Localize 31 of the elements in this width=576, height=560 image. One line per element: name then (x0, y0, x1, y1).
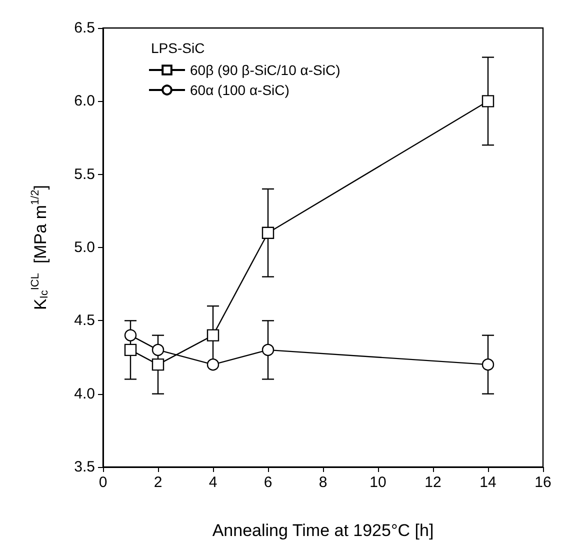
x-tick-label: 16 (534, 474, 552, 491)
point (482, 95, 494, 108)
y-axis-title: KIcICL [MPa m1/2] (30, 184, 50, 310)
point (124, 329, 137, 342)
point (262, 226, 274, 239)
x-axis-title: Annealing Time at 1925°C [h] (212, 521, 434, 540)
legend-label: 60α (100 α-SiC) (190, 82, 290, 98)
point (152, 344, 164, 356)
point (206, 329, 220, 342)
point (152, 358, 164, 371)
y-tick-label: 3.5 (74, 458, 95, 476)
x-tick-label: 6 (264, 474, 272, 491)
x-tick-label: 2 (154, 474, 162, 491)
legend-title: LPS-SiC (151, 40, 205, 56)
point (206, 358, 220, 371)
point (124, 344, 137, 356)
point (482, 358, 494, 371)
y-tick-label: 4.0 (74, 385, 95, 402)
x-tick-label: 8 (318, 474, 328, 491)
x-tick-label: 4 (208, 474, 218, 491)
x-tick-label: 0 (98, 474, 108, 491)
y-tick-label: 5.5 (74, 166, 95, 183)
y-tick-label: 6.0 (74, 92, 95, 110)
x-tick-label: 14 (480, 474, 496, 491)
y-tick-label: 4.5 (74, 312, 95, 330)
x-tick-label: 12 (424, 474, 442, 491)
legend-label: 60β (90 β-SiC/10 α-SiC) (190, 62, 340, 78)
x-tick-label: 10 (370, 474, 386, 491)
point (262, 344, 274, 356)
y-tick-label: 6.5 (74, 20, 95, 36)
y-tick-label: 5.0 (74, 239, 95, 256)
